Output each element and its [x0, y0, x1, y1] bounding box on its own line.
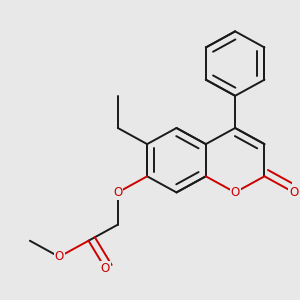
Text: O: O — [289, 186, 298, 199]
Text: O: O — [230, 186, 240, 199]
Text: O: O — [55, 250, 64, 263]
Text: O: O — [101, 262, 110, 275]
Text: O: O — [113, 186, 122, 199]
